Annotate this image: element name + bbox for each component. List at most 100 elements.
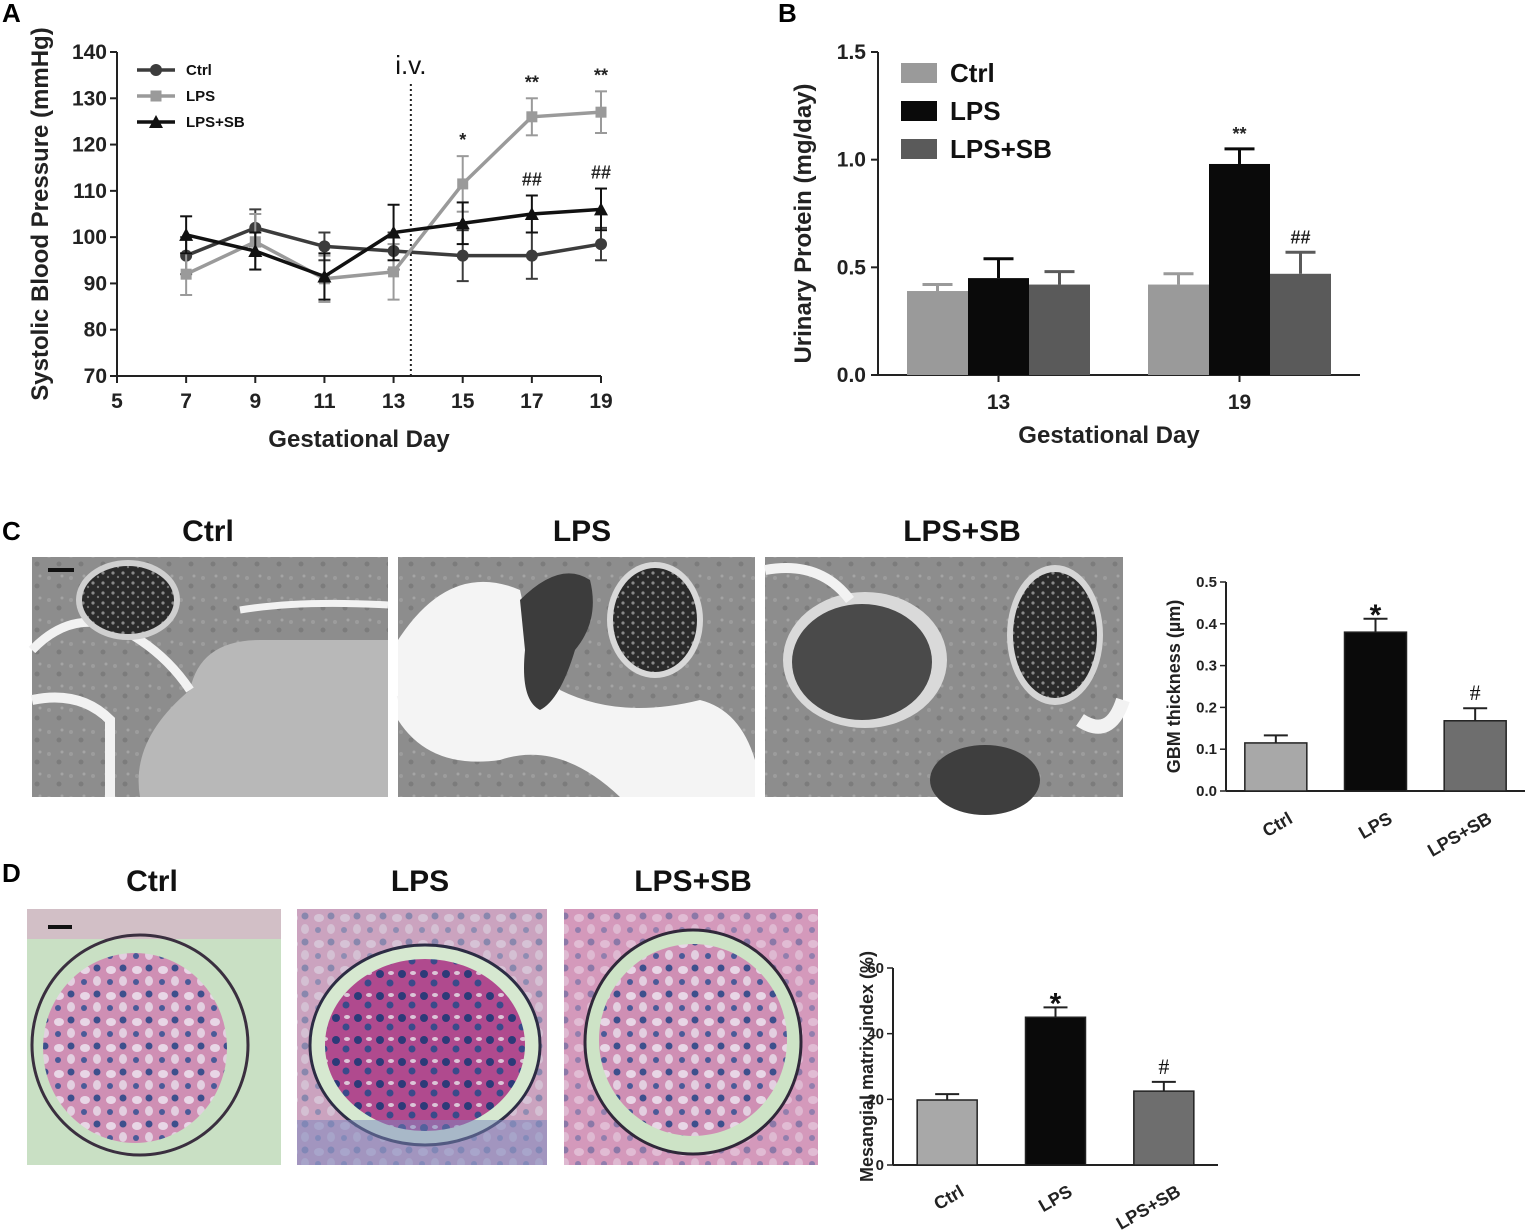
bar-lps-sb [1443, 720, 1507, 792]
data-point [386, 225, 401, 239]
y-tick-label: 0.1 [1196, 741, 1217, 758]
legend-label: LPS+SB [186, 114, 245, 131]
legend-swatch [901, 139, 937, 159]
y-tick-label: 0.0 [1196, 783, 1217, 800]
x-axis-label: Gestational Day [1018, 422, 1200, 449]
bar-lps-sb [1270, 273, 1331, 375]
bar-lps [1209, 163, 1270, 375]
micrograph-title-d-lps-sb: LPS+SB [634, 865, 752, 898]
data-point [595, 238, 607, 251]
y-tick-label: 90 [84, 272, 107, 295]
bar-ctrl [907, 291, 968, 375]
chart-d-mesangial-index: 0 20 40 60 Ctrl LPS * LPS+SB # Mesangial matrix i… [857, 951, 1218, 1231]
pas-image-lps-sb [564, 909, 818, 1165]
x-tick-label: 19 [1228, 391, 1251, 414]
data-point [388, 266, 400, 278]
x-tick-label: Ctrl [1259, 808, 1296, 841]
bar-lps [968, 278, 1029, 375]
legend-label: LPS [950, 96, 1001, 126]
y-tick-label: 60 [867, 960, 884, 977]
bar-lps [1024, 1016, 1087, 1166]
y-tick-label: 1.0 [837, 149, 866, 172]
iv-annotation: i.v. [395, 50, 426, 80]
significance-label: ## [1290, 227, 1310, 247]
x-axis-label: Gestational Day [268, 426, 450, 453]
x-tick-label: 5 [111, 390, 123, 413]
x-tick-label: 13 [987, 391, 1010, 414]
chart-b-urinary-protein: 0.0 0.5 1.0 1.5 13 19 ** ## Gestational Day Urina… [790, 41, 1360, 449]
y-axis-label: GBM thickness (µm) [1164, 600, 1184, 773]
x-tick-label: 13 [382, 390, 405, 413]
bar-lps [1343, 631, 1408, 792]
y-tick-label: 0.0 [837, 364, 866, 387]
micrograph-title-c-ctrl: Ctrl [182, 515, 234, 548]
micrograph-title-c-lps: LPS [553, 515, 611, 548]
panel-letter-b: B [778, 0, 797, 28]
legend-swatch [901, 63, 937, 83]
x-tick-label: LPS [1035, 1181, 1075, 1216]
significance-label: * [1050, 987, 1062, 1020]
significance-label: ** [594, 65, 608, 85]
data-point [525, 249, 538, 262]
y-tick-label: 130 [72, 87, 107, 110]
bar-lps-sb [1133, 1090, 1195, 1166]
legend-marker [149, 115, 163, 128]
x-tick-label: LPS+SB [1424, 808, 1495, 861]
legend-b: Ctrl LPS LPS+SB [901, 58, 1052, 164]
x-tick-label: 7 [180, 390, 192, 413]
significance-label: ## [522, 169, 542, 189]
em-image-lps-sb [764, 557, 1130, 815]
legend-label: Ctrl [950, 58, 995, 88]
legend-marker [150, 90, 162, 102]
significance-label: * [1370, 599, 1382, 632]
x-tick-label: 9 [249, 390, 261, 413]
legend-label: Ctrl [186, 62, 212, 79]
micrograph-title-c-lps-sb: LPS+SB [903, 515, 1021, 548]
x-tick-label: 19 [589, 390, 612, 413]
bar-ctrl [916, 1099, 978, 1166]
x-tick-label: 11 [313, 390, 336, 413]
em-image-ctrl [28, 557, 389, 797]
x-tick-label: 15 [451, 390, 475, 413]
data-point [456, 249, 469, 262]
significance-label: ** [1232, 124, 1246, 144]
significance-label: ** [525, 72, 539, 92]
scale-bar [48, 925, 72, 929]
y-tick-label: 1.5 [837, 41, 867, 64]
y-tick-label: 0.2 [1196, 699, 1217, 716]
data-point [595, 106, 607, 118]
y-tick-label: 0.4 [1196, 616, 1218, 633]
data-point [526, 111, 538, 123]
y-tick-label: 70 [84, 365, 107, 388]
y-tick-label: 110 [73, 180, 107, 203]
legend-marker [150, 64, 162, 76]
y-axis-label: Systolic Blood Pressure (mmHg) [27, 27, 54, 400]
significance-label: # [1470, 680, 1481, 705]
data-point [318, 240, 331, 253]
em-image-lps [396, 557, 755, 797]
micrograph-title-d-lps: LPS [391, 865, 449, 898]
pas-image-lps [297, 909, 547, 1165]
series-lps: *** ** [180, 65, 608, 303]
x-tick-label: LPS [1355, 808, 1395, 843]
data-point [457, 178, 469, 190]
significance-label: * [459, 130, 466, 150]
y-tick-label: 20 [867, 1091, 884, 1108]
panel-letter-c: C [2, 516, 21, 546]
x-tick-label: LPS+SB [1113, 1181, 1184, 1231]
scale-bar [48, 568, 74, 572]
y-tick-label: 140 [72, 41, 107, 64]
chart-a-blood-pressure: 70 80 90 100 110 120 130 140 5 7 9 11 13 15 17 19 Gestat… [27, 27, 613, 453]
data-point [180, 268, 192, 280]
y-tick-label: 0 [876, 1157, 884, 1174]
micrograph-title-d-ctrl: Ctrl [126, 865, 178, 898]
y-axis-label: Urinary Protein (mg/day) [790, 83, 817, 363]
chart-c-gbm-thickness: 0.0 0.1 0.2 0.3 0.4 0.5 Ctrl LPS * LPS+SB # GBM thi… [1164, 574, 1525, 861]
legend-a: Ctrl LPS LPS+SB [137, 62, 245, 131]
data-point [248, 244, 263, 258]
y-tick-label: 0.5 [1196, 574, 1217, 591]
significance-label: # [1158, 1054, 1169, 1079]
bar-ctrl [1244, 742, 1308, 792]
y-tick-label: 40 [867, 1026, 884, 1043]
